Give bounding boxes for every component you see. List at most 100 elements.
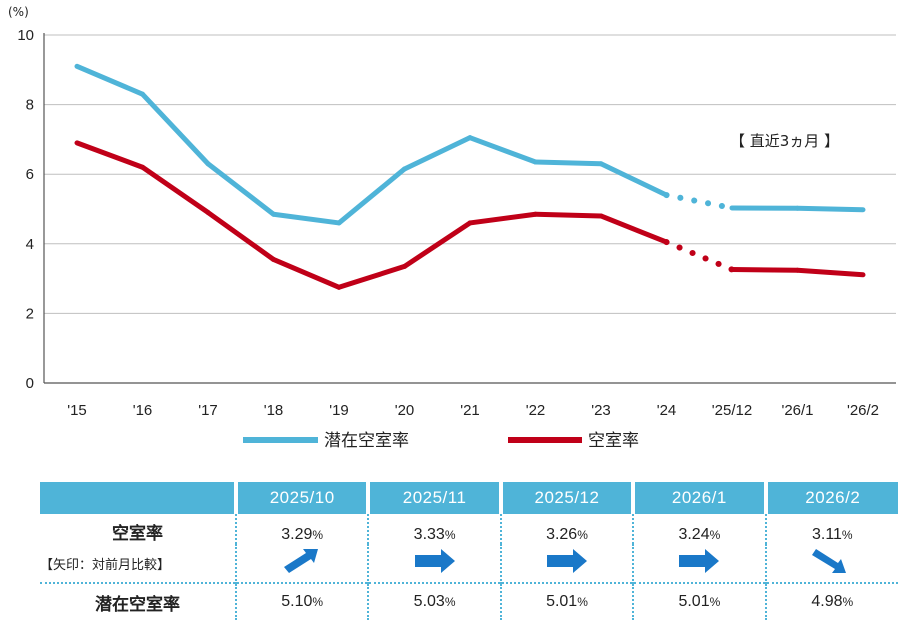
percent-sign: % [444, 528, 456, 542]
percent-sign: % [709, 595, 721, 609]
series-segment [795, 205, 866, 213]
series-segment [533, 159, 604, 167]
vacancy-value: 3.11 [811, 526, 842, 543]
series-segment [140, 164, 211, 215]
x-tick-label: '16 [133, 402, 153, 419]
recent-3-months-annotation: 【 直近3ヵ月 】 [730, 132, 839, 150]
series-segment [271, 256, 342, 290]
potential-value: 5.10 [281, 593, 313, 610]
series-segment [533, 211, 604, 219]
arrow-cell [234, 544, 369, 583]
up-right-arrow-icon [284, 549, 319, 573]
legend-label-vacancy: 空室率 [588, 431, 639, 451]
month-header: 2026/1 [631, 482, 766, 514]
x-tick-label: '20 [395, 402, 415, 419]
series-segment [205, 161, 276, 217]
series-segment [795, 267, 866, 278]
right-arrow-icon [414, 549, 455, 573]
month-header: 2025/12 [498, 482, 634, 514]
vacancy-row-label: 空室率 [112, 524, 163, 544]
vacancy-value: 3.24 [678, 526, 710, 543]
x-tick-label: '26/2 [847, 402, 879, 419]
y-unit-label: (%) [8, 5, 29, 19]
x-ticks: '15 '16 '17 '18 '19 '20 '21 '22 '23 '24 '25/12 '26/… [67, 402, 879, 419]
series-segment [402, 135, 473, 172]
y-tick-label: 0 [26, 375, 34, 392]
x-tick-label: '19 [329, 402, 349, 419]
percent-sign: % [312, 528, 324, 542]
x-tick-label: '21 [460, 402, 480, 419]
grid [44, 34, 896, 314]
arrow-row-label: 【矢印：対前月比較】 [40, 557, 171, 573]
percent-sign: % [577, 528, 588, 542]
vacancy-value: 3.29 [281, 526, 313, 543]
x-tick-label: '22 [526, 402, 546, 419]
y-tick-label: 6 [26, 166, 34, 183]
percent-sign: % [841, 528, 853, 542]
potential-cell: 5.10% [234, 582, 369, 620]
x-tick-label: '18 [264, 402, 284, 419]
percent-sign: % [444, 595, 456, 609]
y-tick-label: 10 [17, 27, 34, 44]
x-tick-label: '15 [67, 402, 87, 419]
axes [43, 33, 896, 384]
series-segment [74, 140, 145, 170]
series-dotted-segment [663, 192, 735, 211]
series-1 [74, 140, 866, 290]
potential-cell: 5.01% [632, 582, 766, 620]
arrow-cell [367, 544, 501, 583]
arrow-row: 【矢印：対前月比較】 [40, 544, 898, 583]
vacancy-cell: 3.24% [632, 514, 766, 544]
arrow-cell [499, 544, 634, 583]
series-segment [598, 161, 669, 198]
y-tick-label: 8 [26, 97, 34, 114]
x-tick-label: '17 [198, 402, 218, 419]
y-tick-label: 4 [26, 236, 34, 253]
table-header-row: 2025/10 2025/11 2025/12 2026/1 2026/2 [40, 482, 898, 514]
legend-label-potential: 潜在空室率 [324, 431, 409, 451]
series-segment [205, 209, 276, 262]
x-tick-label: '26/1 [781, 402, 813, 419]
y-ticks: 0 2 4 6 8 10 [17, 27, 34, 392]
vacancy-table: 2025/10 2025/11 2025/12 2026/1 2026/2 空室… [40, 482, 898, 620]
potential-value: 4.98 [811, 593, 843, 610]
right-arrow-icon [546, 549, 587, 573]
line-chart: 0 2 4 6 8 10 '15 '16 '17 '18 '19 '20 '21 '22 '23 '24 '2… [8, 5, 896, 451]
vacancy-cell: 3.29% [234, 514, 369, 544]
percent-sign: % [709, 528, 721, 542]
percent-sign: % [842, 595, 854, 609]
down-right-arrow-icon [812, 549, 847, 573]
vacancy-row: 空室率 3.29% 3.33% 3.26% 3.24% 3.11% [40, 514, 898, 544]
y-tick-label: 2 [26, 305, 34, 322]
potential-value: 5.01 [678, 593, 710, 610]
series-segment [729, 267, 800, 273]
series-segment [336, 166, 407, 226]
series-segment [140, 91, 211, 167]
vacancy-value: 3.33 [413, 526, 445, 543]
vacancy-cell: 3.33% [367, 514, 501, 544]
series-dotted-segment [663, 239, 735, 273]
vacancy-value: 3.26 [546, 526, 578, 543]
x-tick-label: '23 [591, 402, 611, 419]
vacancy-cell: 3.11% [764, 514, 898, 544]
vacancy-cell: 3.26% [499, 514, 634, 544]
month-header: 2025/10 [233, 482, 369, 514]
potential-row-label: 潜在空室率 [40, 582, 236, 620]
arrow-cell [764, 544, 898, 583]
series-segment [402, 220, 473, 269]
month-header: 2025/11 [366, 482, 501, 514]
series-segment [598, 213, 669, 245]
series-0 [74, 63, 866, 226]
right-arrow-icon [679, 549, 720, 573]
percent-sign: % [312, 595, 324, 609]
potential-cell: 5.03% [367, 582, 501, 620]
arrow-cell [632, 544, 766, 583]
series-segment [271, 211, 342, 226]
series-segment [467, 135, 538, 165]
series-segment [467, 211, 538, 226]
x-tick-label: '24 [657, 402, 677, 419]
potential-value: 5.01 [546, 593, 578, 610]
x-tick-label: '25/12 [712, 402, 752, 419]
potential-cell: 4.98% [764, 582, 898, 620]
legend: 潜在空室率 空室率 [243, 431, 639, 451]
